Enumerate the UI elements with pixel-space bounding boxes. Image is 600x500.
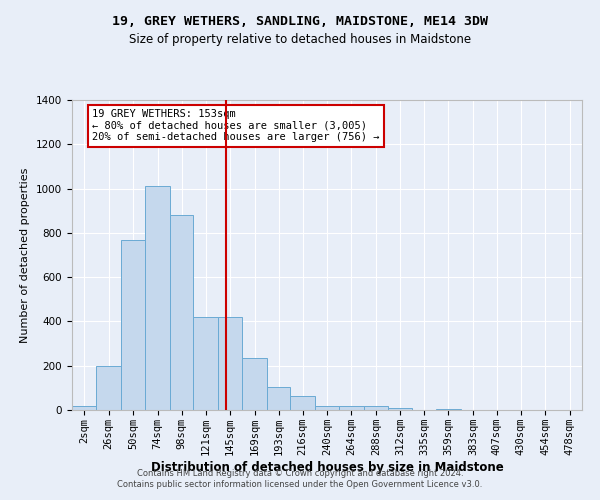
X-axis label: Distribution of detached houses by size in Maidstone: Distribution of detached houses by size … xyxy=(151,460,503,473)
Bar xyxy=(315,406,339,410)
Bar xyxy=(193,317,218,410)
Bar xyxy=(388,408,412,410)
Bar xyxy=(97,366,121,410)
Bar xyxy=(145,186,170,410)
Bar xyxy=(242,358,267,410)
Bar xyxy=(267,387,290,410)
Bar xyxy=(170,215,193,410)
Bar xyxy=(121,240,145,410)
Text: Contains HM Land Registry data © Crown copyright and database right 2024.: Contains HM Land Registry data © Crown c… xyxy=(137,468,463,477)
Text: Contains public sector information licensed under the Open Government Licence v3: Contains public sector information licen… xyxy=(118,480,482,489)
Bar xyxy=(290,396,315,410)
Text: 19, GREY WETHERS, SANDLING, MAIDSTONE, ME14 3DW: 19, GREY WETHERS, SANDLING, MAIDSTONE, M… xyxy=(112,15,488,28)
Bar xyxy=(218,317,242,410)
Bar xyxy=(436,409,461,410)
Text: 19 GREY WETHERS: 153sqm
← 80% of detached houses are smaller (3,005)
20% of semi: 19 GREY WETHERS: 153sqm ← 80% of detache… xyxy=(92,110,380,142)
Bar xyxy=(339,406,364,410)
Bar xyxy=(364,406,388,410)
Y-axis label: Number of detached properties: Number of detached properties xyxy=(20,168,31,342)
Text: Size of property relative to detached houses in Maidstone: Size of property relative to detached ho… xyxy=(129,32,471,46)
Bar xyxy=(72,406,97,410)
